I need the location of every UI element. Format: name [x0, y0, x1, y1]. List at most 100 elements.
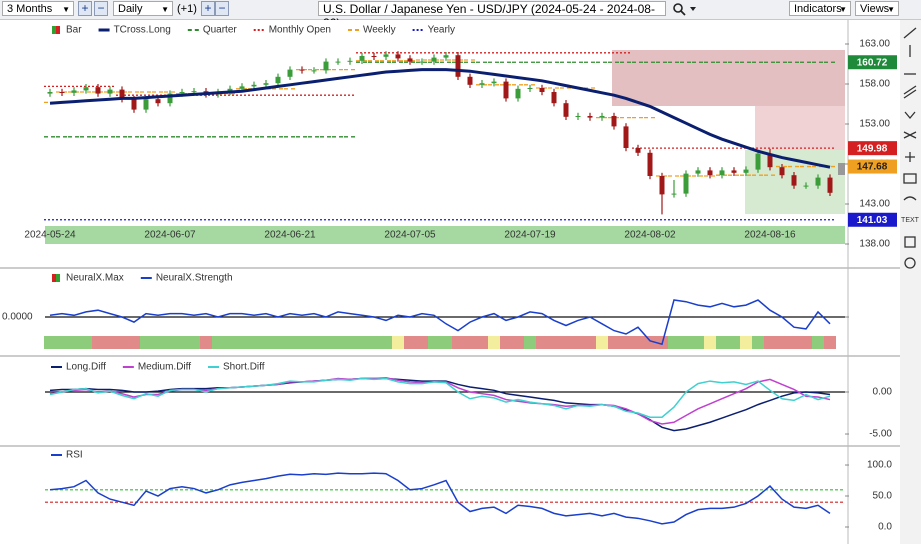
signal-cell: [764, 336, 776, 349]
zoom-in[interactable]: +: [78, 1, 92, 16]
signal-cell: [212, 336, 224, 349]
candle-body: [455, 55, 461, 77]
candle-body: [371, 56, 377, 57]
price-label: 149.98: [857, 143, 888, 154]
series-line: [49, 68, 831, 169]
callout-tool[interactable]: [903, 173, 917, 184]
price-label: 160.72: [857, 57, 888, 68]
candle-body: [119, 89, 125, 100]
signal-cell: [260, 336, 272, 349]
views-text: Views: [860, 3, 890, 15]
candle-body: [263, 83, 269, 85]
signal-cell: [176, 336, 188, 349]
indicators-text: Indicators: [794, 3, 842, 15]
candle-body: [599, 116, 605, 118]
signal-cell: [476, 336, 488, 349]
ellipse-tool[interactable]: [904, 257, 916, 269]
price-label-box: [848, 159, 897, 174]
legend-label: Quarter: [203, 25, 238, 36]
y-tick-label: 0.0: [878, 522, 892, 533]
signal-cell: [92, 336, 104, 349]
rect-tool[interactable]: [904, 236, 916, 248]
candle-body: [311, 70, 317, 72]
offset-minus[interactable]: −: [215, 1, 229, 16]
zoom-out[interactable]: −: [94, 1, 108, 16]
signal-cell: [452, 336, 464, 349]
signal-cell: [344, 336, 356, 349]
series-line: [49, 472, 831, 525]
candle-body: [407, 58, 413, 62]
x-tick-label: 2024-06-21: [264, 230, 316, 241]
candle-body: [239, 86, 245, 89]
signal-cell: [104, 336, 116, 349]
arc-tool[interactable]: [903, 196, 917, 201]
offset-plus[interactable]: +: [201, 1, 215, 16]
legend-icon: [52, 274, 56, 282]
channel-tool[interactable]: [903, 85, 917, 99]
price-label: 147.68: [857, 162, 888, 173]
candle-body: [815, 177, 821, 186]
legend-label: TCross.Long: [114, 25, 171, 36]
candle-body: [191, 91, 197, 93]
candle-body: [155, 99, 161, 104]
candle-body: [731, 170, 737, 173]
price-label-box: [848, 212, 897, 227]
symbol-title[interactable]: U.S. Dollar / Japanese Yen - USD/JPY (20…: [318, 1, 666, 30]
signal-cell: [488, 336, 500, 349]
signal-cell: [788, 336, 800, 349]
legend-label: Long.Diff: [66, 362, 106, 373]
fib-tool[interactable]: [903, 131, 917, 139]
interval-select[interactable]: Daily ▼: [113, 1, 173, 16]
signal-cell: [248, 336, 260, 349]
search-icon[interactable]: [672, 2, 698, 16]
candle-body: [803, 185, 809, 187]
signal-cell: [56, 336, 68, 349]
candle-body: [143, 99, 149, 110]
candle-body: [551, 92, 557, 104]
y-tick-label: 0.00: [873, 387, 893, 398]
signal-cell: [608, 336, 620, 349]
candle-body: [179, 92, 185, 94]
price-label: 141.03: [857, 215, 888, 226]
signal-cell: [752, 336, 764, 349]
signal-cell: [800, 336, 812, 349]
y-tick-label: 163.00: [859, 39, 890, 50]
offset-text: (+1): [177, 3, 197, 15]
candle-body: [383, 54, 389, 57]
candle-body: [47, 92, 53, 94]
price-label-box: [848, 55, 897, 70]
signal-cell: [596, 336, 608, 349]
candle-body: [83, 87, 89, 91]
signal-cell: [380, 336, 392, 349]
signal-cell: [356, 336, 368, 349]
signal-cell: [116, 336, 128, 349]
legend-icon: [52, 26, 56, 34]
candle-body: [251, 84, 257, 87]
y-tick-label: 0.0000: [2, 312, 33, 323]
signal-cell: [296, 336, 308, 349]
legend-label: RSI: [66, 450, 83, 461]
candle-body: [527, 88, 533, 89]
signal-cell: [740, 336, 752, 349]
legend-label: Yearly: [428, 25, 455, 36]
indicators-button[interactable]: Indicators ▼: [789, 1, 851, 16]
candle-body: [59, 92, 65, 93]
signal-cell: [68, 336, 80, 349]
toolbar: 3 Months ▼ + − Daily ▼ (+1) + − U.S. Dolla…: [0, 0, 921, 30]
period-select[interactable]: 3 Months ▼: [2, 1, 74, 16]
text-tool[interactable]: TEXT: [901, 217, 920, 224]
trendline-tool[interactable]: [903, 27, 917, 39]
x-tick-label: 2024-05-24: [24, 230, 76, 241]
candle-body: [275, 76, 281, 84]
pitchfork-tool[interactable]: [904, 111, 916, 120]
candle-body: [587, 116, 593, 118]
resistance-zone: [612, 50, 845, 106]
candle-body: [695, 170, 701, 174]
resistance-zone: [755, 106, 845, 150]
legend-icon: [56, 26, 60, 34]
signal-cell: [320, 336, 332, 349]
cross-tool[interactable]: [905, 152, 915, 162]
candle-body: [479, 83, 485, 85]
current-price-marker: [838, 163, 845, 175]
views-button[interactable]: Views ▼: [855, 1, 899, 16]
